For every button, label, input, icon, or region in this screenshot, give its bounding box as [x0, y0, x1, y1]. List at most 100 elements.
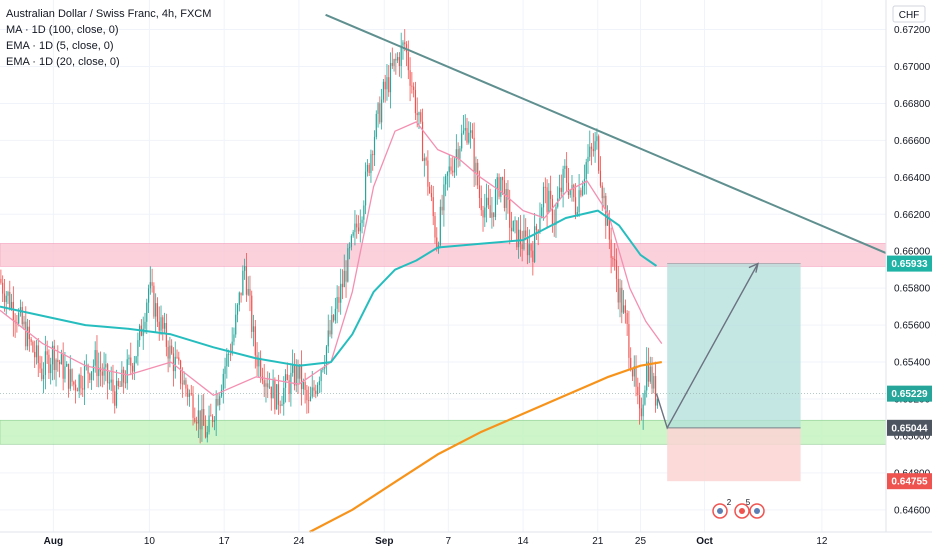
- candle-body: [496, 177, 498, 190]
- price-tick-label: 0.67200: [894, 25, 931, 36]
- candle-body: [464, 127, 466, 131]
- candle-body: [183, 380, 185, 385]
- candle-body: [365, 171, 367, 206]
- candle-body: [573, 184, 575, 198]
- legend-ema5[interactable]: EMA · 1D (5, close, 0): [6, 40, 114, 52]
- candle-body: [176, 356, 178, 358]
- candle-body: [279, 404, 281, 406]
- candle-body: [334, 308, 336, 321]
- candle-body: [521, 244, 523, 250]
- candle-body: [386, 77, 388, 90]
- candle-body: [242, 270, 244, 296]
- candle-body: [592, 148, 594, 152]
- price-tick-label: 0.67000: [894, 62, 931, 73]
- candle-body: [546, 187, 548, 213]
- candle-body: [153, 285, 155, 317]
- candle-body: [656, 398, 658, 406]
- candle-body: [430, 193, 433, 198]
- candle-body: [247, 289, 249, 295]
- currency-badge[interactable]: [892, 5, 926, 23]
- candle-body: [60, 354, 62, 365]
- candle-body: [391, 63, 393, 66]
- candle-body: [185, 380, 187, 389]
- candle-body: [567, 182, 570, 195]
- candle-body: [133, 362, 135, 372]
- time-axis[interactable]: Aug 10 17 24 Sep 7 14 21 25 Oct 12: [44, 536, 828, 547]
- candle-body: [630, 357, 632, 370]
- candle-body: [542, 186, 545, 208]
- candle-body: [44, 351, 46, 376]
- candle-body: [306, 389, 308, 401]
- legend-symbol[interactable]: Australian Dollar / Swiss Franc, 4h, FXC…: [6, 8, 212, 20]
- candle-body: [228, 353, 230, 355]
- candle-body: [537, 230, 539, 232]
- candle-body: [461, 133, 463, 149]
- candle-body: [59, 361, 61, 365]
- candle-body: [555, 206, 557, 225]
- candle-body: [564, 165, 566, 169]
- time-tick-label: 24: [293, 536, 305, 547]
- candle-body: [194, 417, 196, 422]
- candle-body: [407, 52, 409, 71]
- drawings: [325, 13, 887, 430]
- candle-body: [80, 375, 82, 389]
- candle-body: [32, 341, 34, 352]
- candle-body: [427, 160, 429, 187]
- candle-body: [293, 364, 296, 386]
- candle-body: [156, 303, 159, 322]
- candle-body: [203, 409, 205, 426]
- legend-ema20[interactable]: EMA · 1D (20, close, 0): [6, 56, 120, 68]
- candle-body: [651, 366, 653, 389]
- candle-body: [167, 346, 169, 359]
- candle-body: [124, 382, 127, 384]
- candle-body: [121, 369, 123, 387]
- candle-body: [235, 314, 237, 335]
- candle-body: [238, 292, 240, 305]
- trendline[interactable]: [325, 13, 887, 254]
- candle-body: [341, 283, 344, 288]
- legend-ma100[interactable]: MA · 1D (100, close, 0): [6, 24, 119, 36]
- candle-body: [302, 382, 304, 390]
- candle-body: [91, 371, 93, 380]
- candle-body: [381, 99, 383, 123]
- candle-body: [640, 408, 642, 417]
- candle-body: [509, 199, 511, 228]
- candle-body: [338, 297, 340, 303]
- candle-body: [30, 339, 32, 342]
- candle-body: [308, 400, 310, 402]
- candle-body: [494, 189, 497, 218]
- time-tick-label: 21: [592, 536, 604, 547]
- candle-body: [404, 42, 406, 45]
- projection-arrow[interactable]: [655, 263, 759, 430]
- candle-body: [621, 287, 623, 313]
- candle-body: [439, 206, 441, 246]
- candle-body: [655, 376, 657, 406]
- candle-body: [505, 189, 507, 208]
- candle-body: [361, 219, 363, 224]
- candle-body: [158, 321, 160, 331]
- candle-body: [614, 259, 616, 261]
- candle-body: [37, 345, 39, 364]
- candle-body: [560, 187, 562, 192]
- candle-body: [292, 364, 294, 373]
- candle-body: [190, 393, 192, 395]
- price-tick-label: 0.66000: [894, 247, 931, 258]
- candle-body: [457, 149, 459, 159]
- price-badge: [887, 473, 932, 490]
- candle-body: [393, 58, 395, 66]
- candle-body: [578, 190, 580, 213]
- candle-body: [473, 137, 475, 173]
- candle-body: [94, 350, 96, 366]
- candle-body: [21, 307, 23, 325]
- candle-body: [487, 197, 489, 206]
- candle-body: [349, 246, 351, 249]
- candle-body: [110, 379, 112, 383]
- candle-body: [633, 366, 635, 377]
- candle-body: [429, 186, 431, 194]
- candle-body: [434, 216, 436, 238]
- price-axis-background[interactable]: [886, 0, 932, 550]
- candle-body: [162, 317, 164, 329]
- candle-body: [179, 360, 182, 384]
